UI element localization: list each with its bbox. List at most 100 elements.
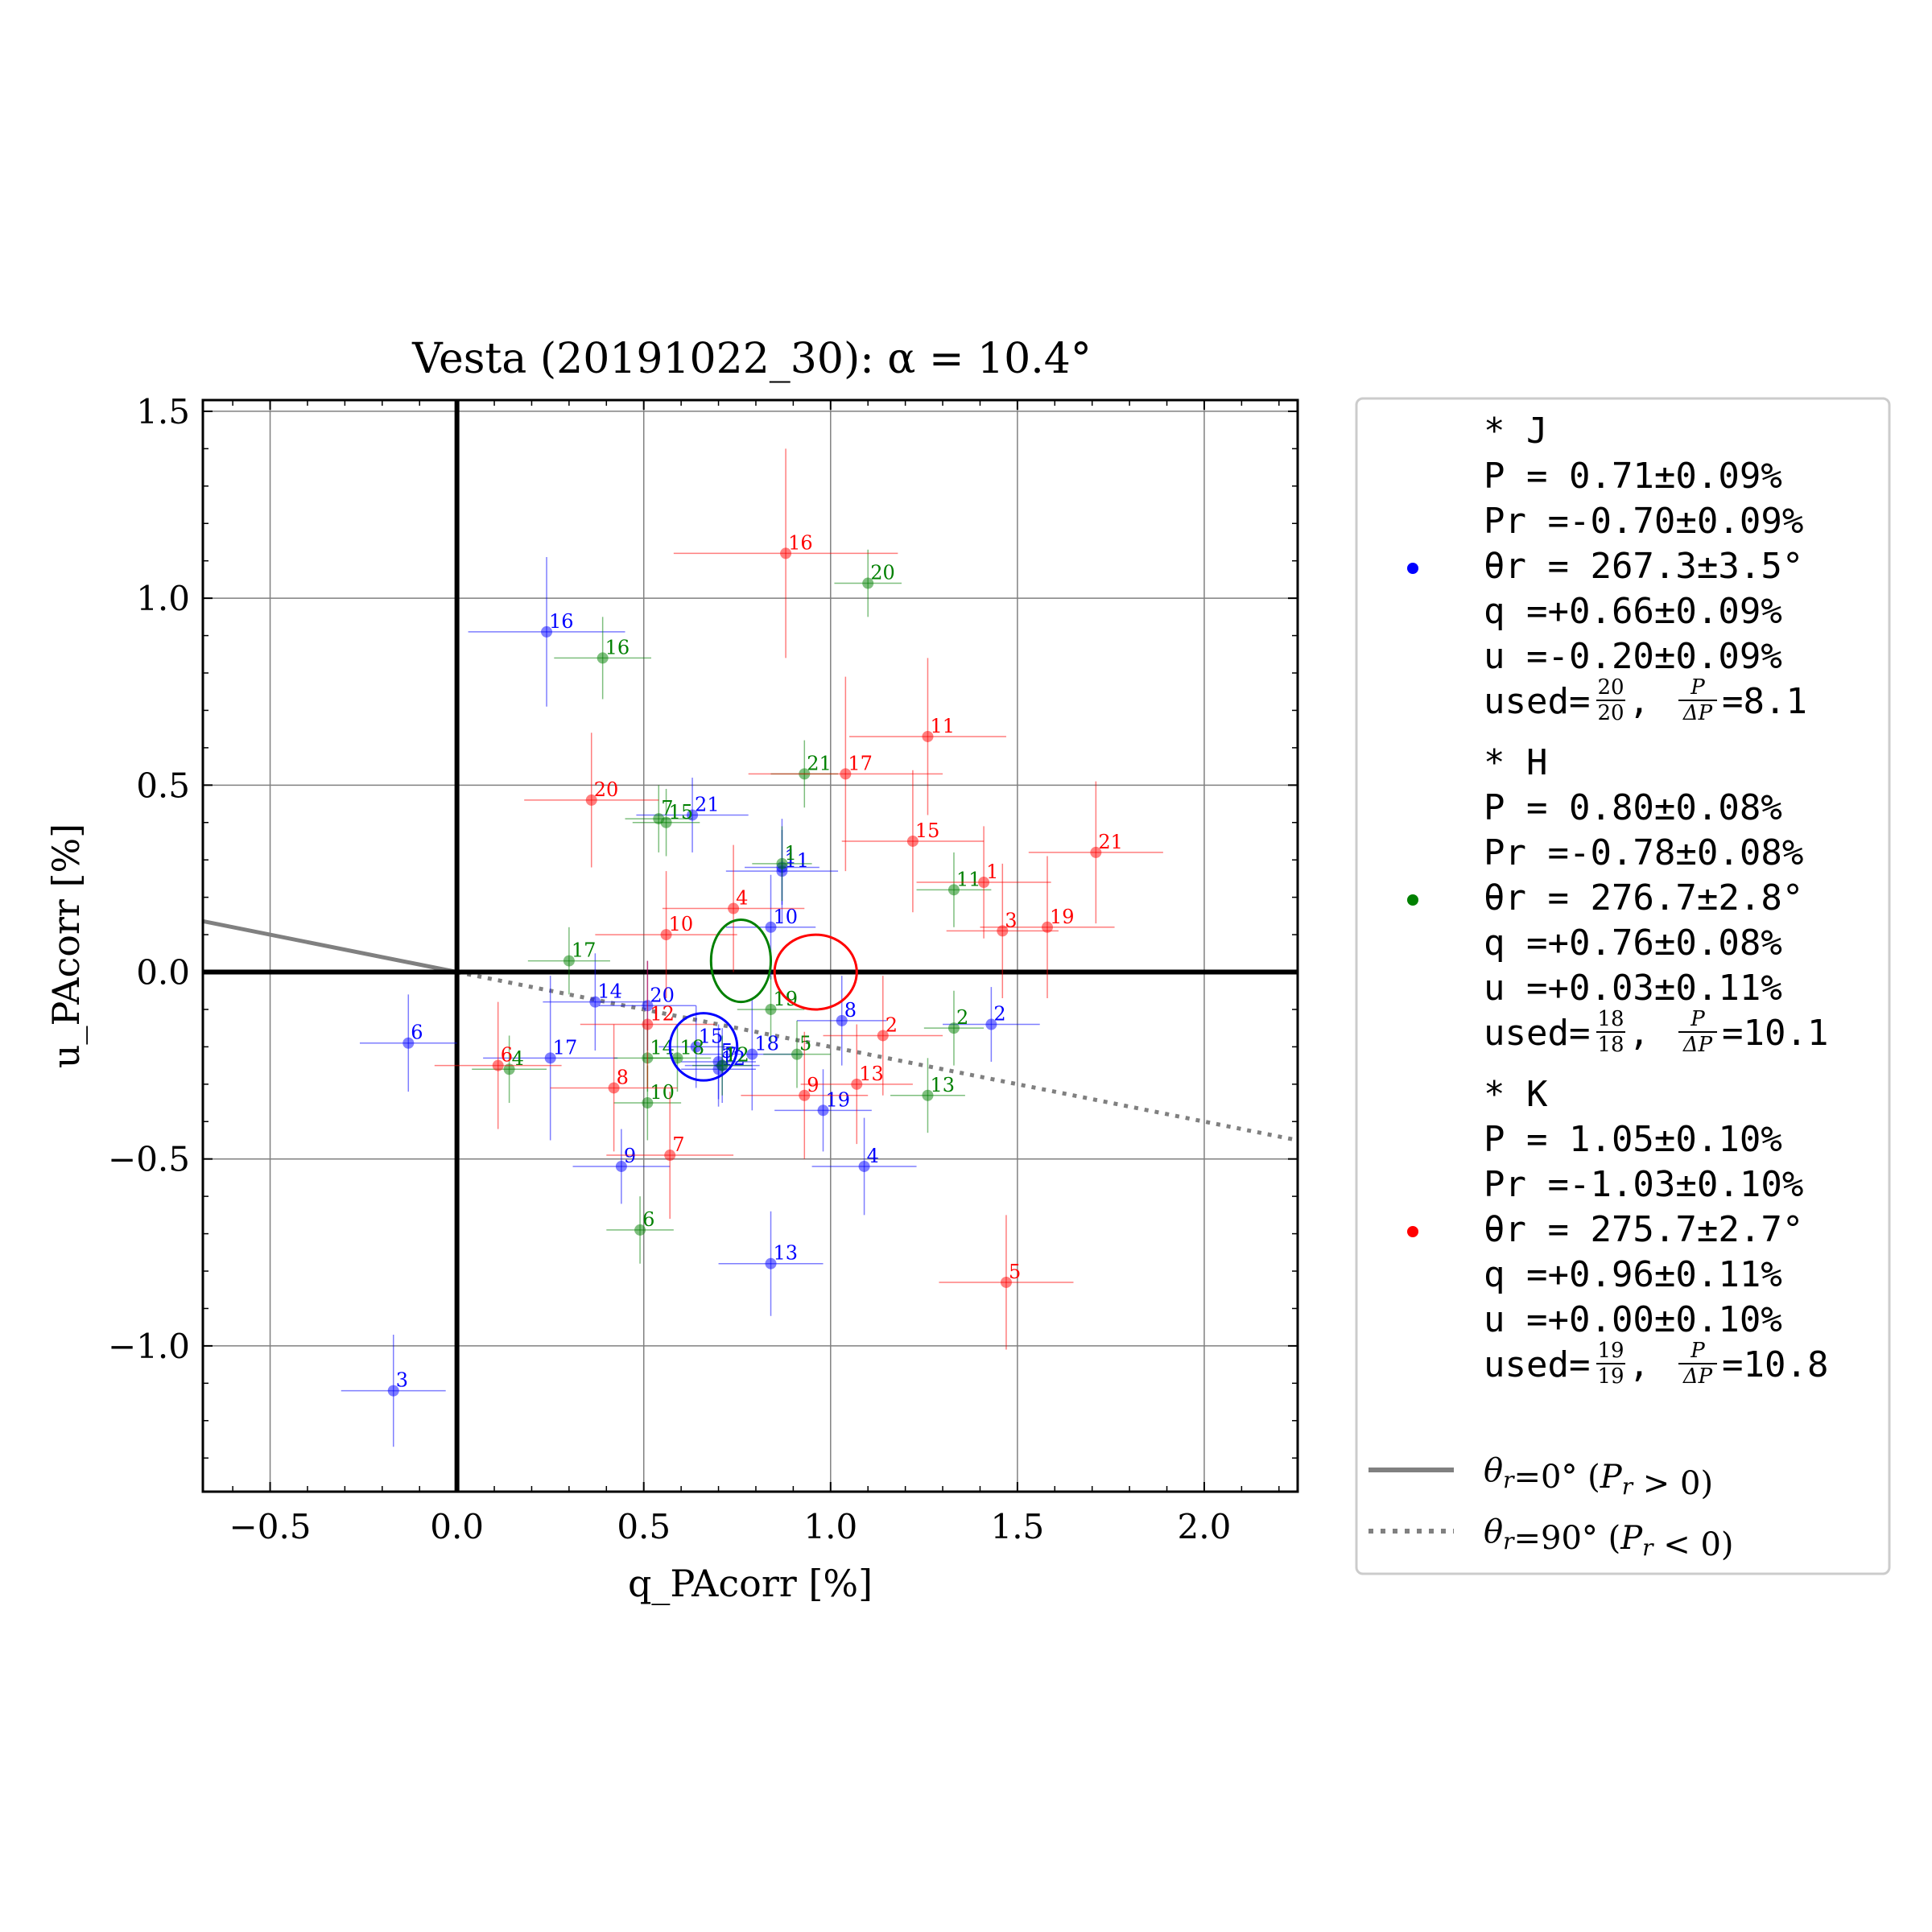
- snr-numerator: P: [1690, 675, 1705, 700]
- snr-denominator: ΔP: [1682, 1364, 1713, 1389]
- snr-value: =10.1: [1722, 1013, 1828, 1054]
- y-tick-label: 1.5: [136, 392, 190, 431]
- snr-denominator: ΔP: [1682, 1033, 1713, 1057]
- point-label: 4: [736, 887, 748, 910]
- data-point: [776, 857, 788, 869]
- legend-stat-line: u =+0.00±0.10%: [1484, 1299, 1782, 1340]
- legend-stat-line: * J: [1484, 411, 1547, 452]
- point-label: 11: [784, 849, 809, 872]
- point-label: 18: [679, 1036, 704, 1059]
- legend-frame: [1355, 397, 1891, 1575]
- point-label: 10: [669, 913, 694, 935]
- point-label: 10: [774, 906, 799, 928]
- point-label: 10: [650, 1081, 675, 1104]
- y-tick-label: 0.5: [136, 766, 190, 805]
- snr-value: =8.1: [1722, 681, 1807, 722]
- point-label: 4: [512, 1047, 524, 1070]
- point-label: 18: [754, 1033, 779, 1055]
- data-point: [387, 1385, 399, 1397]
- data-point: [746, 1048, 758, 1060]
- data-point: [1090, 846, 1102, 858]
- data-point: [660, 929, 672, 941]
- legend-separator: ,: [1629, 1013, 1650, 1054]
- axis-ticks: −0.5 0.0 0.5 1.0 1.5 2.0 −1.0 −0.5 0.0 0.5 1.0 1.5: [108, 392, 1298, 1546]
- legend-entry-K: * KP = 1.05±0.10%Pr =-1.03±0.10%θr = 275…: [1407, 1074, 1828, 1389]
- legend-stat-line: Pr =-0.78±0.08%: [1484, 832, 1803, 873]
- data-point: [840, 768, 852, 780]
- snr-denominator: ΔP: [1682, 701, 1713, 725]
- data-point: [664, 1150, 676, 1162]
- data-point: [660, 816, 672, 828]
- data-point: [922, 730, 934, 742]
- mean-ellipse-J: [668, 1012, 739, 1082]
- point-label: 13: [774, 1242, 799, 1265]
- point-label: 16: [788, 531, 813, 554]
- data-point: [544, 1052, 556, 1064]
- legend-stat-line: q =+0.66±0.09%: [1484, 591, 1782, 632]
- data-point: [978, 877, 990, 889]
- point-label: 15: [915, 819, 940, 842]
- legend-used-label: used=: [1484, 1013, 1590, 1054]
- data-point: [503, 1063, 515, 1075]
- legend-separator: ,: [1629, 681, 1650, 722]
- legend-items: * JP = 0.71±0.09%Pr =-0.70±0.09%θr = 267…: [1368, 411, 1828, 1563]
- point-label: 9: [807, 1074, 819, 1096]
- legend-marker-K: [1407, 1226, 1418, 1237]
- reference-lines: [202, 919, 1298, 1142]
- y-tick-label: 1.0: [136, 579, 190, 618]
- data-point: [634, 1224, 646, 1236]
- x-tick-label: 1.5: [990, 1507, 1044, 1546]
- data-point: [997, 925, 1009, 937]
- y-tick-label: −0.5: [108, 1140, 190, 1179]
- mean-ellipse-H: [709, 918, 773, 1004]
- data-point: [947, 1022, 960, 1034]
- legend-entry-J: * JP = 0.71±0.09%Pr =-0.70±0.09%θr = 267…: [1407, 411, 1807, 725]
- legend-stat-line: * H: [1484, 742, 1547, 783]
- point-label: 5: [799, 1033, 811, 1055]
- legend-marker-H: [1407, 894, 1418, 906]
- point-label: 13: [930, 1074, 955, 1096]
- x-tick-label: 1.0: [803, 1507, 857, 1546]
- data-point: [851, 1078, 863, 1090]
- legend-stat-line: θr = 267.3±3.5°: [1484, 546, 1803, 587]
- mean-ellipse-K: [773, 933, 858, 1011]
- legend-stat-line: P = 0.80±0.08%: [1484, 787, 1782, 828]
- point-label: 6: [411, 1022, 423, 1044]
- point-label: 2: [993, 1003, 1005, 1026]
- point-label: 7: [661, 797, 673, 819]
- point-label: 2: [956, 1006, 968, 1029]
- y-tick-label: 0.0: [136, 953, 190, 993]
- point-label: 21: [695, 793, 720, 815]
- data-point: [817, 1104, 829, 1117]
- point-label: 1: [986, 861, 998, 883]
- point-label: 20: [650, 984, 675, 1006]
- point-label: 5: [721, 1040, 733, 1063]
- used-denominator: 18: [1597, 1033, 1624, 1057]
- legend-used-label: used=: [1484, 1344, 1590, 1385]
- data-point: [1000, 1276, 1012, 1288]
- data-point: [1042, 921, 1054, 933]
- legend-stat-line: Pr =-1.03±0.10%: [1484, 1164, 1803, 1205]
- point-label: 12: [650, 1003, 675, 1026]
- point-label: 11: [956, 868, 981, 890]
- point-label: 6: [642, 1208, 654, 1231]
- data-point: [947, 884, 960, 896]
- data-point: [862, 577, 874, 589]
- point-label: 14: [597, 980, 622, 1003]
- point-label: 17: [553, 1036, 578, 1059]
- data-point: [716, 1059, 729, 1071]
- point-label: 8: [617, 1066, 629, 1088]
- snr-value: =10.8: [1722, 1344, 1828, 1385]
- data-point: [589, 996, 601, 1008]
- data-point: [615, 1160, 627, 1172]
- zero-axes: [203, 400, 1298, 1492]
- chart-title: Vesta (20191022_30): α = 10.4°: [411, 335, 1092, 383]
- legend-stat-line: θr = 275.7±2.7°: [1484, 1209, 1803, 1250]
- data-point: [922, 1089, 934, 1101]
- x-tick-label: −0.5: [229, 1507, 312, 1546]
- mean-circles: [668, 918, 858, 1082]
- point-label: 4: [867, 1145, 879, 1167]
- x-axis-label: q_PAcorr [%]: [628, 1562, 873, 1605]
